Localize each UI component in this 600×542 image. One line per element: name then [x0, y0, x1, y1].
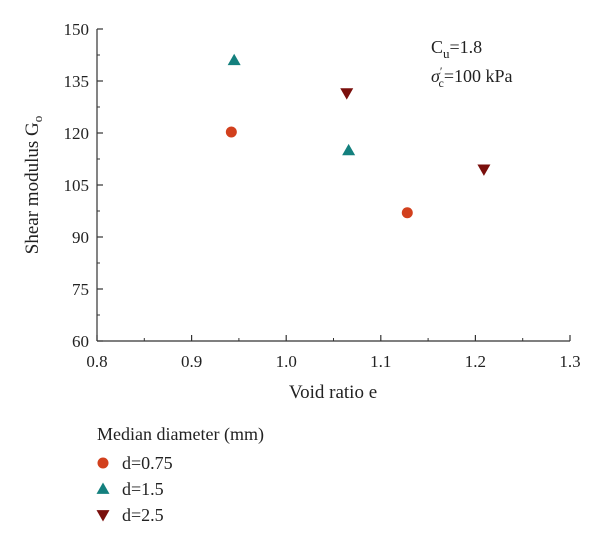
- data-point: [342, 143, 356, 156]
- data-point: [227, 53, 241, 66]
- y-tick-label: 120: [64, 124, 90, 143]
- data-point: [477, 164, 491, 176]
- legend: Median diameter (mm) d=0.75 d=1.5 d=2.5: [96, 424, 264, 525]
- x-axis-title: Void ratio e: [289, 382, 377, 403]
- x-tick-label: 0.9: [181, 352, 202, 371]
- cu-annotation-main: C: [431, 37, 443, 57]
- y-axis-title: Shear modulus Go: [22, 116, 45, 254]
- sigma-annotation-prime: ′: [440, 64, 443, 78]
- y-tick-label: 135: [64, 72, 90, 91]
- y-tick-label: 105: [64, 176, 90, 195]
- y-tick-label: 60: [72, 332, 89, 351]
- x-tick-label: 1.2: [465, 352, 486, 371]
- sigma-annotation-value: =100 kPa: [444, 66, 513, 86]
- x-tick-label: 1.1: [370, 352, 391, 371]
- x-tick-label: 0.8: [86, 352, 107, 371]
- cu-annotation-subscript: u: [443, 46, 450, 61]
- y-tick-label: 75: [72, 280, 89, 299]
- x-tick-label: 1.3: [559, 352, 580, 371]
- legend-marker: [96, 482, 110, 494]
- x-ticks: 0.8 0.9 1.0 1.1 1.2 1.3: [86, 335, 581, 371]
- data-markers: [225, 53, 491, 219]
- y-ticks: 60 75 90 105 120 135 150: [64, 20, 103, 351]
- sigma-annotation-main: σ: [431, 66, 441, 86]
- y-tick-label: 90: [72, 228, 89, 247]
- y-axis-title-main: Shear modulus G: [22, 122, 43, 254]
- data-point: [225, 126, 237, 138]
- data-point: [401, 207, 413, 219]
- sigma-annotation: σ′ c=100 kPa: [431, 64, 513, 90]
- legend-title: Median diameter (mm): [97, 424, 264, 445]
- x-tick-label: 1.0: [276, 352, 297, 371]
- sigma-annotation-subscript: c: [439, 76, 444, 90]
- legend-items: d=0.75 d=1.5 d=2.5: [96, 453, 173, 525]
- y-tick-label: 150: [64, 20, 90, 39]
- legend-marker: [97, 457, 109, 469]
- legend-label: d=1.5: [122, 479, 164, 499]
- cu-annotation-value: =1.8: [450, 37, 483, 57]
- legend-label: d=0.75: [122, 453, 173, 473]
- legend-label: d=2.5: [122, 505, 164, 525]
- cu-annotation: Cu=1.8: [431, 37, 482, 61]
- y-axis-title-subscript: o: [30, 116, 45, 123]
- data-point: [340, 88, 354, 100]
- legend-marker: [96, 510, 110, 522]
